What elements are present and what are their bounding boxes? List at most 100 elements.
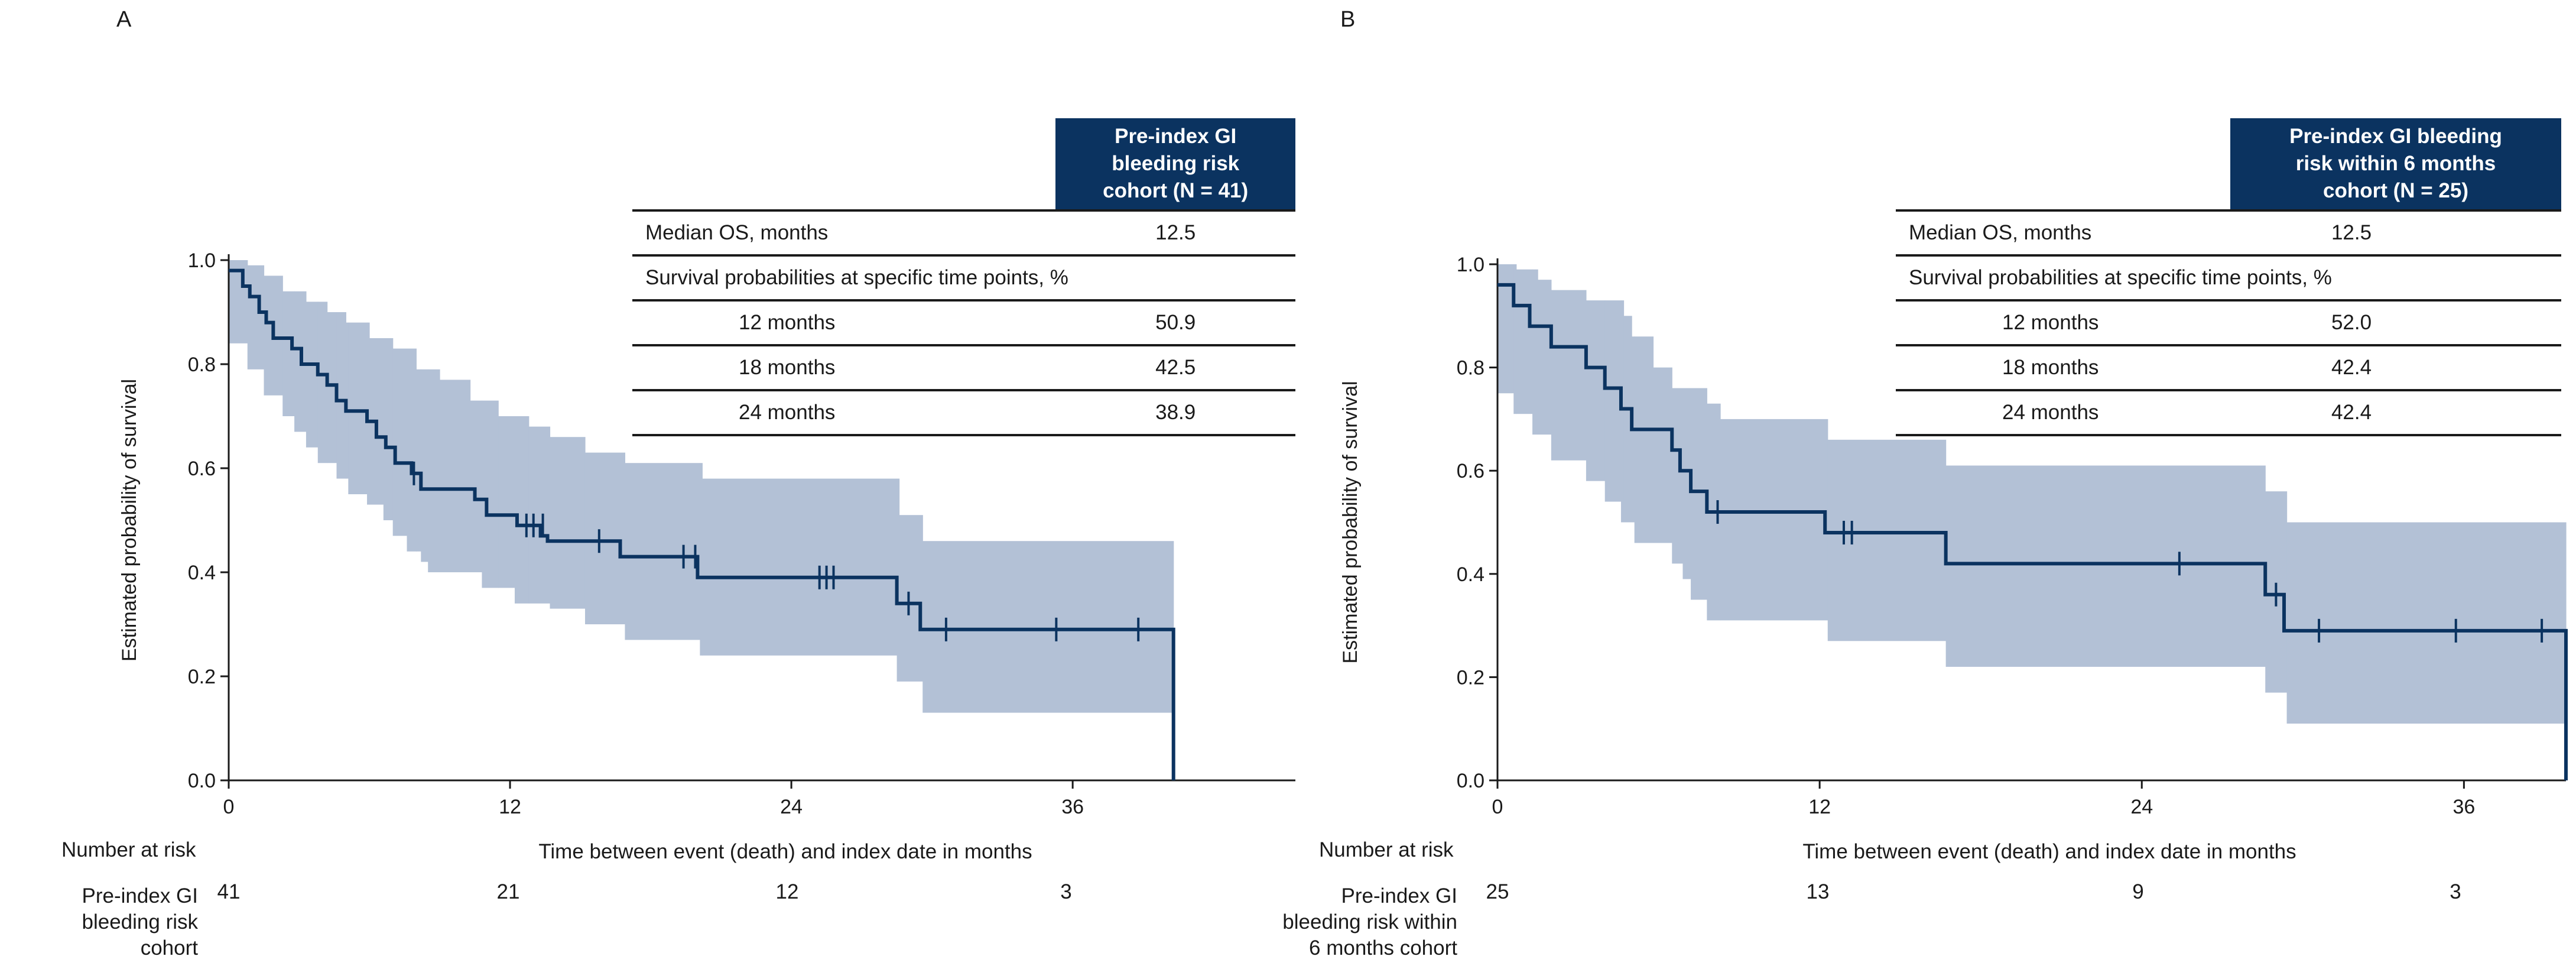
- table-a-24m-label: 24 months: [632, 390, 1056, 436]
- table-b-survival-label: Survival probabilities at specific time …: [1896, 255, 2561, 302]
- table-b-24m-value: 42.4: [2230, 390, 2561, 436]
- panel-b-x-tick-label: 24: [2130, 796, 2153, 818]
- panel-a-risk-count: 3: [1060, 880, 1071, 903]
- panel-b-ci-segment: [1720, 419, 1828, 621]
- panel-b-x-tick-label: 36: [2452, 796, 2475, 818]
- panel-b-risk-count: 25: [1486, 880, 1509, 903]
- panel-b-ci-segment: [1538, 280, 1552, 435]
- risk-row-b-line2: bleeding risk within: [1282, 910, 1457, 933]
- risk-row-label-b: Pre-index GI bleeding risk within 6 mont…: [1271, 883, 1457, 961]
- panel-a-ci-segment: [922, 541, 1174, 713]
- table-a-12m-value: 50.9: [1055, 300, 1295, 346]
- panel-a-ci-segment: [416, 369, 421, 552]
- panel-a-ci-segment: [327, 312, 337, 463]
- table-a-18m-label: 18 months: [632, 345, 1056, 391]
- panel-a-ci-segment: [528, 426, 551, 604]
- panel-a-ci-segment: [899, 515, 923, 682]
- panel-b-ci-segment: [2286, 522, 2567, 724]
- panel-b-ci-segment: [1532, 269, 1538, 435]
- panel-b-ci-segment: [1586, 300, 1606, 481]
- panel-a-y-axis-title: Estimated probability of survival: [118, 379, 141, 662]
- panel-b-x-axis-title: Time between event (death) and index dat…: [1802, 840, 2296, 863]
- panel-a-x-tick-label: 12: [499, 796, 521, 818]
- table-a-12m-label: 12 months: [632, 300, 1056, 346]
- panel-b-ci-segment: [1620, 300, 1625, 523]
- panel-b-ci-segment: [1827, 439, 1947, 641]
- panel-a-ci-segment: [348, 322, 368, 494]
- panel-b-ci-segment: [1945, 465, 2266, 667]
- table-b-median-label: Median OS, months: [1896, 210, 2230, 257]
- panel-a-ci-segment: [550, 437, 586, 609]
- panel-a-ci-segment: [584, 452, 626, 624]
- panel-b-risk-count: 13: [1807, 880, 1830, 903]
- panel-a-survival-curve: [229, 268, 1175, 780]
- panel-a-ci-segment: [470, 400, 483, 572]
- table-b-12m-label: 12 months: [1896, 300, 2230, 346]
- panel-b-ci-segment: [1691, 388, 1707, 600]
- table-a-header: Pre-index GI bleeding risk cohort (N = 4…: [1055, 118, 1295, 212]
- panel-b-y-tick-label: 0.4: [1457, 563, 1484, 586]
- panel-b-risk-count: 9: [2132, 880, 2143, 903]
- panel-a-ci-segment: [317, 302, 328, 463]
- panel-b-risk-count: 3: [2450, 880, 2461, 903]
- risk-title-a: Number at risk: [61, 838, 196, 861]
- panel-b-y-tick-label: 0.8: [1457, 357, 1484, 380]
- table-a-median-label: Median OS, months: [632, 210, 1056, 257]
- panel-a-y-tick-label: 1.0: [188, 249, 216, 272]
- table-b-24m-label: 24 months: [1896, 390, 2230, 436]
- table-b-18m-value: 42.4: [2230, 345, 2561, 391]
- table-a-header-text: Pre-index GI bleeding risk cohort (N = 4…: [1103, 125, 1249, 202]
- panel-a-label: A: [116, 7, 132, 32]
- panel-b-x-tick-label: 12: [1808, 796, 1831, 818]
- panel-a-y-tick-label: 0.2: [188, 666, 216, 688]
- panel-a-ci-segment: [336, 312, 346, 479]
- panel-a-ci-segment: [282, 291, 295, 416]
- panel-a-y-tick-label: 0.0: [188, 770, 216, 792]
- panel-a-ci-segment: [702, 478, 898, 656]
- panel-b-y-tick-label: 1.0: [1457, 254, 1484, 276]
- panel-a-x-tick-label: 0: [223, 796, 235, 818]
- risk-title-b: Number at risk: [1319, 838, 1454, 861]
- risk-row-a-line1: Pre-index GI: [82, 884, 198, 907]
- panel-b-label: B: [1340, 7, 1356, 32]
- table-b-median-value: 12.5: [2230, 210, 2561, 257]
- risk-row-b-line1: Pre-index GI: [1341, 884, 1457, 907]
- panel-b-ci-segment: [1653, 367, 1672, 543]
- panel-b-x-tick-label: 0: [1492, 796, 1503, 818]
- table-b-12m-value: 52.0: [2230, 300, 2561, 346]
- panel-a-ci-segment: [700, 463, 703, 656]
- stats-table-a: Pre-index GI bleeding risk cohort (N = 4…: [632, 118, 1295, 436]
- table-a-median-value: 12.5: [1055, 210, 1295, 257]
- panel-a-ci-segment: [383, 338, 394, 520]
- table-b-header: Pre-index GI bleeding risk within 6 mont…: [2230, 118, 2561, 212]
- panel-b-ci-segment: [1623, 316, 1632, 523]
- stats-table-b: Pre-index GI bleeding risk within 6 mont…: [1896, 118, 2561, 436]
- panel-b-ci-segment: [1672, 388, 1684, 564]
- panel-a-risk-count: 12: [776, 880, 799, 903]
- panel-a-risk-count: 21: [497, 880, 520, 903]
- panel-a-risk-count: 41: [217, 880, 241, 903]
- panel-a-ci-segment: [625, 463, 700, 640]
- panel-a-ci-segment: [392, 348, 408, 536]
- table-b-header-text: Pre-index GI bleeding risk within 6 mont…: [2289, 125, 2502, 202]
- panel-a-ci-segment: [421, 369, 428, 562]
- panel-b-y-tick-label: 0.6: [1457, 460, 1484, 482]
- panel-a-ci-segment: [428, 369, 440, 572]
- panel-b-survival-curve: [1497, 283, 2568, 780]
- panel-a-ci-segment: [229, 260, 248, 343]
- panel-a-y-tick-label: 0.8: [188, 354, 216, 376]
- panel-a-ci-segment: [247, 265, 265, 369]
- panel-b-y-tick-label: 0.0: [1457, 770, 1484, 792]
- panel-a-ci-segment: [482, 400, 499, 588]
- panel-a-y-tick-label: 0.4: [188, 562, 216, 584]
- panel-a-y-tick-label: 0.6: [188, 458, 216, 480]
- panel-a-ci-segment: [440, 380, 471, 572]
- table-a-18m-value: 42.5: [1055, 345, 1295, 391]
- panel-a-ci-segment: [514, 416, 530, 604]
- panel-b-y-tick-label: 0.2: [1457, 666, 1484, 689]
- panel-a-ci-segment: [498, 416, 515, 588]
- panel-b-ci-segment: [1551, 290, 1587, 461]
- panel-a-x-tick-label: 36: [1061, 796, 1084, 818]
- panel-b-ci-segment: [1513, 264, 1517, 414]
